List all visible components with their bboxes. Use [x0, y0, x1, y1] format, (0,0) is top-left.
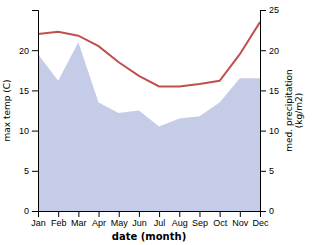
tick-label: 10: [19, 126, 29, 136]
tick-mark: [99, 211, 100, 217]
tick-mark: [260, 171, 266, 172]
tick-mark: [260, 90, 266, 91]
tick: Oct: [213, 211, 228, 228]
tick-mark: [119, 211, 120, 217]
tick-label: 15: [269, 86, 279, 96]
tick: 0: [24, 206, 38, 216]
tick: 10: [260, 126, 279, 136]
chart: JanFebMarAprMayJunJulAugSepOctNovDec0510…: [0, 0, 318, 245]
tick-mark: [32, 171, 38, 172]
tick: Jul: [154, 211, 166, 228]
tick-mark: [260, 10, 266, 11]
tick-mark: [240, 211, 241, 217]
y2-axis-title: med. precipitation(kg/m2): [284, 69, 304, 151]
tick-label: May: [111, 218, 129, 228]
plot-area: JanFebMarAprMayJunJulAugSepOctNovDec0510…: [19, 5, 279, 228]
tick: Aug: [172, 211, 188, 228]
tick-mark: [260, 131, 266, 132]
tick: Jan: [31, 211, 46, 228]
tick-mark: [199, 211, 200, 217]
tick: 5: [260, 166, 274, 176]
tick: 25: [260, 5, 279, 15]
x-axis: Jan Feb Mar Apr MayJun Jul Aug Sep Oct NovDec: [31, 211, 269, 228]
tick-mark: [32, 131, 38, 132]
tick: 15: [260, 86, 279, 96]
axis-line: [39, 212, 261, 218]
tick-mark: [260, 211, 266, 212]
tick: Apr: [92, 211, 106, 228]
tick: 0: [260, 206, 274, 216]
tick-label: 15: [19, 86, 29, 96]
tick-label: 25: [269, 5, 279, 15]
tick: Jun: [132, 211, 147, 228]
tick-mark: [78, 211, 79, 217]
tick-label: Nov: [232, 218, 249, 228]
y2-axis: 0 5 10 15 20 25: [260, 5, 279, 216]
tick-label: Aug: [172, 218, 188, 228]
tick-label: 10: [269, 126, 279, 136]
tick: May: [111, 211, 129, 228]
tick-label: Sep: [192, 218, 208, 228]
tick-label: 20: [269, 46, 279, 56]
tick: Mar: [71, 211, 87, 228]
y2-axis-title-line: med. precipitation: [284, 69, 294, 151]
tick: 20: [260, 46, 279, 56]
tick-label: 0: [269, 206, 274, 216]
tick: 20: [19, 46, 38, 56]
tick-mark: [260, 50, 266, 51]
tick: 5: [24, 166, 38, 176]
tick-mark: [179, 211, 180, 217]
tick-mark: [32, 50, 38, 51]
tick: 10: [19, 126, 38, 136]
tick-mark: [220, 211, 221, 217]
tick-label: Feb: [51, 218, 67, 228]
tick-mark: [159, 211, 160, 217]
tick: Feb: [51, 211, 67, 228]
tick-label: 20: [19, 46, 29, 56]
tick-label: Mar: [71, 218, 87, 228]
area: [38, 42, 260, 211]
tick-label: 5: [269, 166, 274, 176]
tick-label: Jun: [132, 218, 147, 228]
tick-label: Dec: [252, 218, 269, 228]
marks: [38, 22, 260, 211]
tick: Nov: [232, 211, 249, 228]
y-axis-title: max temp (C): [2, 79, 12, 141]
y2-axis-title-line: (kg/m2): [294, 93, 304, 128]
tick: 15: [19, 86, 38, 96]
tick-mark: [32, 211, 38, 212]
axis-line: [261, 11, 267, 212]
tick-label: Jul: [154, 218, 166, 228]
y-axis: 0 5 10 15 20: [19, 11, 39, 217]
tick-label: Jan: [31, 218, 46, 228]
tick-label: 0: [24, 206, 29, 216]
line: [38, 22, 260, 86]
x-axis-title: date (month): [112, 231, 186, 242]
tick-mark: [58, 211, 59, 217]
axis-line: [32, 11, 39, 212]
tick-mark: [32, 90, 38, 91]
tick: Dec: [252, 211, 269, 228]
tick-mark: [139, 211, 140, 217]
tick: Sep: [192, 211, 208, 228]
tick-label: 5: [24, 166, 29, 176]
tick-label: Apr: [92, 218, 106, 228]
tick-label: Oct: [213, 218, 228, 228]
